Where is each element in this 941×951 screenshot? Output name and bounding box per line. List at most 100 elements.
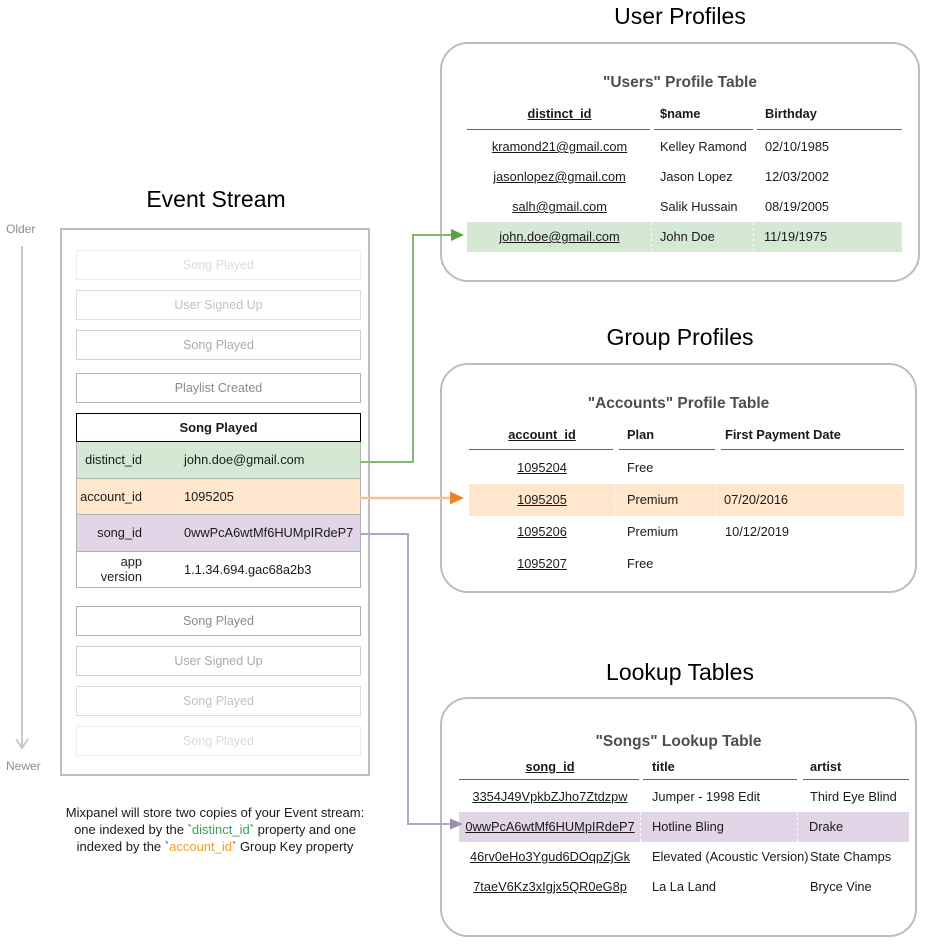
event-item-song-played: Song Played: [76, 606, 361, 636]
header-rule: [721, 449, 904, 451]
header-rule: [459, 779, 639, 781]
cell-song-id: 46rv0eHo3Ygud6DOqpZjGk: [469, 849, 631, 864]
songs-row: 46rv0eHo3Ygud6DOqpZjGk Elevated (Acousti…: [459, 842, 909, 872]
cell-birthday: 11/19/1975: [753, 222, 900, 252]
cell-birthday: 12/03/2002: [765, 169, 830, 184]
header-rule: [643, 779, 797, 781]
cell-name: Salik Hussain: [660, 199, 738, 214]
property-value: 1.1.34.694.gac68a2b3: [184, 561, 312, 577]
cell-song-id: 7taeV6Kz3xIgjx5QR0eG8p: [473, 879, 627, 894]
cell-artist: Bryce Vine: [810, 879, 872, 894]
cell-first-payment-date: [717, 452, 904, 484]
column-header-plan: Plan: [627, 427, 655, 442]
accounts-table-title: "Accounts" Profile Table: [587, 395, 770, 412]
cell-plan: Free: [627, 460, 654, 475]
column-header-title: title: [652, 759, 675, 774]
property-row-distinct-id: distinct_id john.doe@gmail.com: [76, 441, 361, 479]
distinct-id-token: distinct_id: [191, 822, 250, 837]
cell-account-id: 1095206: [517, 524, 567, 539]
accounts-row-highlighted: 1095205 Premium 07/20/2016: [469, 484, 904, 516]
cell-song-id: 3354J49VpkbZJho7Ztdzpw: [472, 789, 628, 804]
column-header-distinct-id: distinct_id: [527, 106, 592, 121]
cell-song-id: 0wwPcA6wtMf6HUMpIRdeP7: [465, 819, 635, 834]
column-header-birthday: Birthday: [765, 106, 817, 121]
event-item-song-played: Song Played: [76, 250, 361, 280]
cell-account-id: 1095205: [517, 492, 567, 507]
header-rule: [469, 449, 613, 451]
cell-artist: State Champs: [810, 849, 892, 864]
cell-first-payment-date: [717, 548, 904, 580]
event-item-song-played: Song Played: [76, 686, 361, 716]
property-row-app-version: app version 1.1.34.694.gac68a2b3: [76, 550, 361, 588]
column-header-account-id: account_id: [508, 427, 576, 442]
timeline-arrowhead-icon: [15, 738, 29, 750]
cell-plan: Free: [627, 556, 654, 571]
songs-table-title: "Songs" Lookup Table: [595, 733, 762, 750]
cell-account-id: 1095207: [517, 556, 567, 571]
header-rule: [803, 779, 909, 781]
header-rule: [467, 129, 650, 131]
songs-row-highlighted: 0wwPcA6wtMf6HUMpIRdeP7 Hotline Bling Dra…: [459, 812, 909, 842]
newer-label: Newer: [6, 759, 41, 773]
cell-name: John Doe: [651, 222, 754, 252]
cell-title: Hotline Bling: [640, 812, 798, 842]
cell-distinct-id: jasonlopez@gmail.com: [493, 169, 626, 184]
expanded-event-name: Song Played: [76, 413, 361, 442]
event-item-playlist-created: Playlist Created: [76, 373, 361, 403]
column-header-first-payment-date: First Payment Date: [725, 427, 841, 442]
cell-title: Jumper - 1998 Edit: [652, 789, 761, 804]
cell-birthday: 02/10/1985: [765, 139, 830, 154]
cell-birthday: 08/19/2005: [765, 199, 830, 214]
accounts-row: 1095206 Premium 10/12/2019: [469, 516, 904, 548]
cell-account-id: 1095204: [517, 460, 567, 475]
accounts-header-row: account_id Plan First Payment Date: [469, 427, 904, 449]
property-key: account_id: [80, 488, 142, 504]
older-label: Older: [6, 222, 36, 236]
property-value: 0wwPcA6wtMf6HUMpIRdeP7: [184, 525, 354, 541]
users-row-highlighted: john.doe@gmail.com John Doe 11/19/1975: [467, 222, 902, 252]
mixpanel-note: Mixpanel will store two copies of your E…: [35, 804, 395, 855]
songs-row: 3354J49VpkbZJho7Ztdzpw Jumper - 1998 Edi…: [459, 782, 909, 812]
cell-first-payment-date: 07/20/2016: [715, 484, 902, 516]
event-item-user-signed-up: User Signed Up: [76, 646, 361, 676]
event-item-song-played: Song Played: [76, 726, 361, 756]
event-item-user-signed-up: User Signed Up: [76, 290, 361, 320]
property-key: app version: [100, 554, 142, 585]
accounts-panel: "Accounts" Profile Table account_id Plan…: [440, 363, 932, 608]
property-key: song_id: [97, 525, 142, 541]
cell-title: Elevated (Acoustic Version): [652, 849, 809, 864]
lookup-tables-title: Lookup Tables: [606, 659, 754, 685]
event-stream-title: Event Stream: [146, 186, 286, 212]
users-panel: "Users" Profile Table distinct_id $name …: [440, 42, 920, 282]
column-header-song-id: song_id: [525, 759, 575, 774]
cell-plan: Premium: [627, 524, 679, 539]
accounts-row: 1095207 Free: [469, 548, 904, 580]
songs-table: song_id title artist 3354J49VpkbZJho7Ztd…: [459, 759, 909, 902]
group-profiles-title: Group Profiles: [606, 324, 754, 350]
note-line-3: indexed by the `account_id` Group Key pr…: [76, 839, 354, 854]
cell-distinct-id: john.doe@gmail.com: [499, 229, 620, 244]
accounts-row: 1095204 Free: [469, 452, 904, 484]
event-stream-panel: Song Played User Signed Up Song Played P…: [60, 228, 377, 783]
songs-row: 7taeV6Kz3xIgjx5QR0eG8p La La Land Bryce …: [459, 872, 909, 902]
users-table-title: "Users" Profile Table: [603, 74, 757, 91]
cell-distinct-id: salh@gmail.com: [512, 199, 607, 214]
songs-panel: "Songs" Lookup Table song_id title artis…: [440, 697, 932, 951]
users-row: salh@gmail.com Salik Hussain 08/19/2005: [467, 192, 902, 222]
property-key: distinct_id: [85, 452, 142, 468]
property-value: 1095205: [184, 488, 234, 504]
note-line-1: Mixpanel will store two copies of your E…: [65, 805, 365, 820]
users-row: jasonlopez@gmail.com Jason Lopez 12/03/2…: [467, 162, 902, 192]
header-rule: [619, 449, 715, 451]
cell-distinct-id: kramond21@gmail.com: [491, 139, 628, 154]
distinct-id-arrow: [360, 234, 452, 463]
songs-header-row: song_id title artist: [459, 759, 909, 779]
note-line-2: one indexed by the `distinct_id` propert…: [74, 822, 356, 837]
users-row: kramond21@gmail.com Kelley Ramond 02/10/…: [467, 132, 902, 162]
property-row-song-id: song_id 0wwPcA6wtMf6HUMpIRdeP7: [76, 514, 361, 552]
property-row-account-id: account_id 1095205: [76, 477, 361, 515]
users-header-row: distinct_id $name Birthday: [467, 106, 902, 129]
accounts-table: account_id Plan First Payment Date 10952…: [469, 427, 904, 580]
column-header-artist: artist: [810, 759, 842, 774]
